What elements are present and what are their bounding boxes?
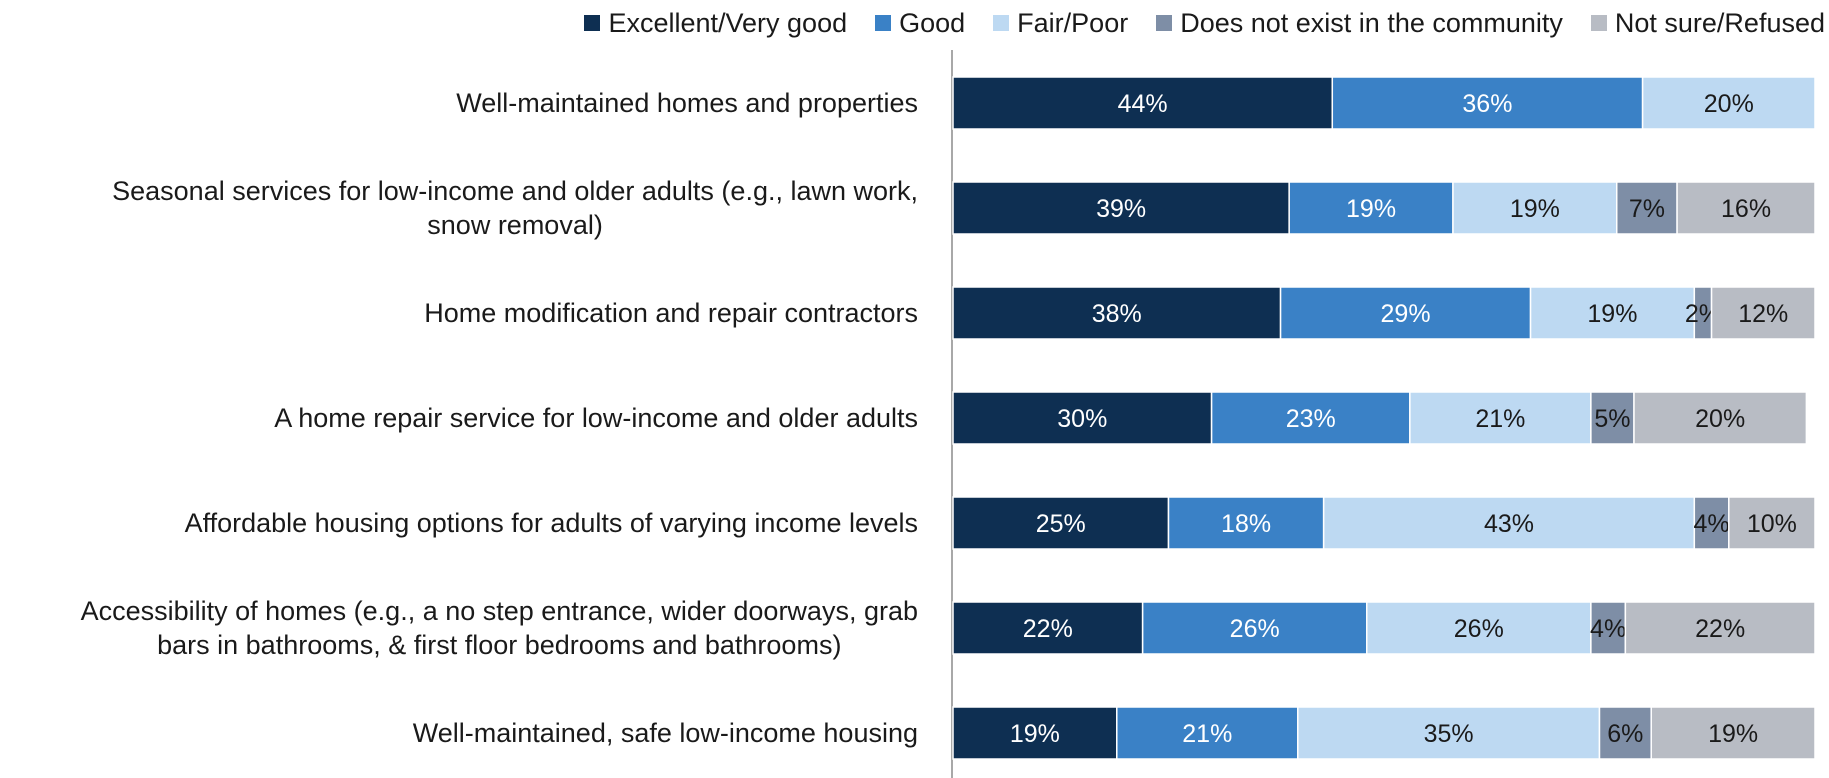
data-label: 25% [1036,510,1086,538]
bar-segment [1633,391,1808,445]
category-label-line: Affordable housing options for adults of… [185,508,918,538]
data-label: 7% [1629,195,1665,223]
legend-label: Fair/Poor [1017,7,1129,38]
legend-swatch [1156,15,1173,31]
data-label: 44% [1118,90,1168,118]
category-label: A home repair service for low-income and… [274,403,918,433]
category-label: Affordable housing options for adults of… [185,508,918,538]
category-label-line: Seasonal services for low-income and old… [112,176,918,206]
data-label: 20% [1704,90,1754,118]
category-label: Seasonal services for low-income and old… [112,176,918,240]
data-label: 20% [1695,405,1745,433]
data-label: 16% [1721,195,1771,223]
data-label: 26% [1230,615,1280,643]
data-label: 12% [1738,300,1788,328]
data-label: 26% [1454,615,1504,643]
bar-segment [1590,391,1635,445]
category-label: Well-maintained homes and properties [456,88,918,118]
legend-label: Does not exist in the community [1180,7,1563,38]
bar-segment [1409,391,1592,445]
category-label-line: snow removal) [427,210,603,240]
data-label: 19% [1587,300,1637,328]
data-label: 39% [1096,195,1146,223]
bar-segment [1322,496,1696,550]
data-label: 21% [1475,405,1525,433]
data-label: 10% [1747,510,1797,538]
legend-swatch [875,15,892,31]
category-label: Home modification and repair contractors [424,298,918,328]
legend-swatch [993,15,1010,31]
bar-segment [1710,286,1816,340]
data-label: 30% [1057,405,1107,433]
data-label: 19% [1010,720,1060,748]
data-label: 22% [1695,615,1745,643]
legend-item-1: Good [875,8,965,39]
bar-segment [1297,706,1601,760]
legend-label: Excellent/Very good [608,7,848,38]
bar-segment [952,391,1213,445]
bar-segment [952,286,1282,340]
bar-segment [1288,181,1454,235]
bar-segment [1615,181,1678,235]
bar-segment [952,496,1170,550]
category-label-line: bars in bathrooms, & first floor bedroom… [157,630,841,660]
bar-segment [1529,286,1696,340]
bar-segment [952,76,1334,130]
bar-segment [1728,496,1816,550]
category-label-line: Home modification and repair contractors [424,298,918,328]
data-label: 4% [1590,615,1626,643]
bar-segment [1331,76,1644,130]
legend-label: Not sure/Refused [1614,7,1825,38]
bar-segment [1210,391,1411,445]
legend-swatch [1590,15,1607,31]
legend-swatch [584,15,601,31]
data-label: 36% [1462,90,1512,118]
data-label: 22% [1023,615,1073,643]
data-label: 19% [1708,720,1758,748]
legend-label: Good [899,7,966,38]
legend-item-2: Fair/Poor [993,8,1128,39]
category-label: Well-maintained, safe low-income housing [413,718,918,748]
category-label-line: Accessibility of homes (e.g., a no step … [81,596,918,626]
category-label-line: Well-maintained, safe low-income housing [413,718,918,748]
data-label: 18% [1221,510,1271,538]
bar-segment [1279,286,1532,340]
data-label: 5% [1594,405,1630,433]
bar-segment [1116,706,1299,760]
bar-segment [1598,706,1652,760]
legend-item-3: Does not exist in the community [1156,8,1563,39]
data-label: 35% [1424,720,1474,748]
legend-item-4: Not sure/Refused [1590,7,1825,39]
bar-segment [1650,706,1816,760]
bar-segment [952,706,1118,760]
data-label: 38% [1092,300,1142,328]
data-label: 21% [1182,720,1232,748]
data-label: 4% [1693,510,1729,538]
data-label: 43% [1484,510,1534,538]
category-label-line: A home repair service for low-income and… [274,403,918,433]
legend-item-0: Excellent/Very good [584,8,847,39]
bar-segment [1141,601,1368,655]
bar-segment [1693,496,1730,550]
chart-legend: Excellent/Very good Good Fair/Poor Does not… [430,4,1825,42]
bar-segment [1676,181,1816,235]
data-label: 29% [1381,300,1431,328]
data-label: 19% [1346,195,1396,223]
data-label: 23% [1286,405,1336,433]
data-label: 6% [1607,720,1643,748]
category-label-line: Well-maintained homes and properties [456,88,918,118]
category-label: Accessibility of homes (e.g., a no step … [81,596,918,660]
bar-segment [1624,601,1816,655]
data-label: 19% [1510,195,1560,223]
bar-segment [1641,76,1816,130]
